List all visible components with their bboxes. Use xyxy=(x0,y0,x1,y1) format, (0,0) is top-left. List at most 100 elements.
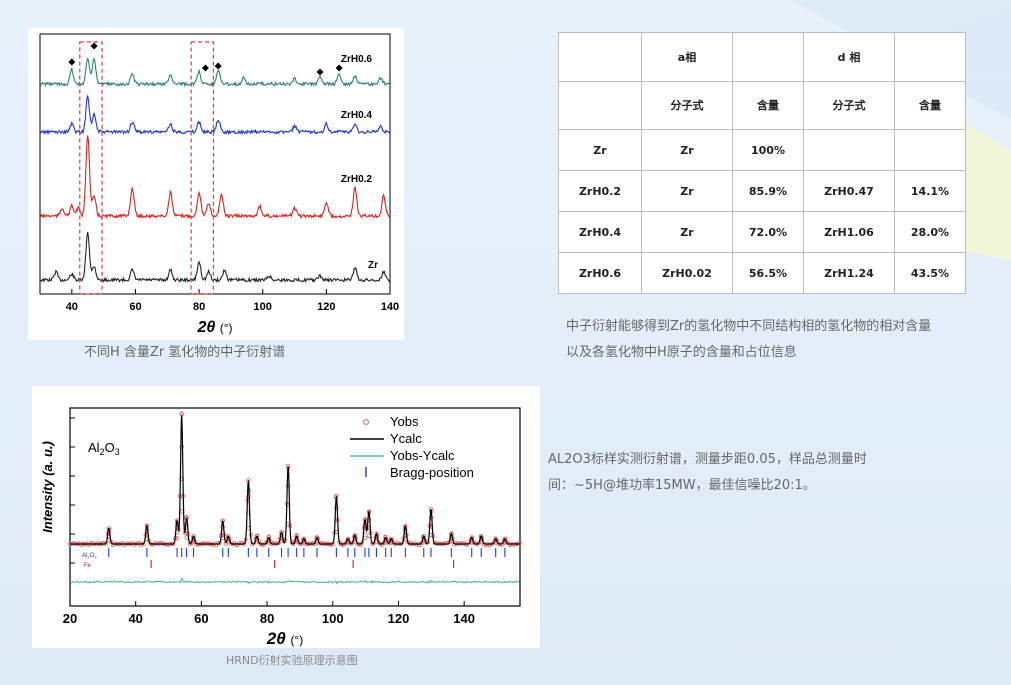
legend-label: Yobs xyxy=(390,414,419,429)
observed-point xyxy=(179,444,184,449)
series-line xyxy=(39,135,391,220)
al2o3-diffraction-chart: 20 40 60 80 100 120 140 2θ (°) Intensity (a. u.)… xyxy=(40,407,522,648)
observed-point xyxy=(518,541,522,546)
observed-point xyxy=(428,515,434,520)
observed-point xyxy=(502,536,508,541)
observed-point xyxy=(220,524,225,529)
legend-label: Yobs-Ycalc xyxy=(390,448,455,463)
x-axis-unit: (°) xyxy=(290,633,303,647)
table-cell: ZrH1.24 xyxy=(802,252,895,294)
observed-point xyxy=(217,541,222,546)
series-label: Zr xyxy=(368,260,378,271)
observed-point xyxy=(383,535,388,540)
x-tick-label: 100 xyxy=(322,611,344,626)
observed-point xyxy=(301,537,307,543)
table-cell: ZrH0.4 xyxy=(558,211,642,254)
table-row: Zr Zr 100% xyxy=(558,129,967,172)
phase-label: Fe xyxy=(84,563,92,569)
observed-point xyxy=(254,533,260,539)
observed-point xyxy=(266,535,271,540)
table-header-cell: 分子式 xyxy=(641,80,733,131)
x-axis-label: 2θ (°) xyxy=(266,629,303,648)
table-cell: ZrH0.6 xyxy=(558,252,642,294)
observed-point xyxy=(285,483,291,488)
table-cell: 72.0% xyxy=(731,211,804,254)
diamond-marker xyxy=(335,64,343,72)
material-label-part: O xyxy=(105,440,115,455)
diamond-marker xyxy=(68,58,76,66)
x-tick-label: 140 xyxy=(381,301,399,313)
x-tick-label: 140 xyxy=(453,611,475,626)
observed-point xyxy=(389,536,394,541)
series-line xyxy=(39,95,391,136)
observed-point xyxy=(345,536,351,541)
subscript: 3 xyxy=(115,447,120,457)
plot-frame xyxy=(69,407,521,607)
x-axis-unit: (°) xyxy=(220,321,233,335)
x-axis-label: 2θ (°) xyxy=(196,319,232,336)
observed-point xyxy=(246,493,251,499)
table-cell: 85.9% xyxy=(731,170,804,213)
observed-point xyxy=(374,531,379,536)
observed-point xyxy=(294,533,299,539)
table-cell: ZrH0.02 xyxy=(641,252,733,294)
table-header-cell xyxy=(558,80,642,131)
observed-point xyxy=(179,509,184,514)
table-header-cell xyxy=(893,32,967,82)
subscript: 3 xyxy=(94,555,97,560)
al2o3-description: AL2O3标样实测衍射谱，测量步距0.05，样品总测量时 间：~5H@堆功率15… xyxy=(548,447,867,499)
observed-point xyxy=(191,533,196,539)
observed-point xyxy=(493,536,498,541)
table-cell: ZrH0.47 xyxy=(802,170,895,213)
x-tick-label: 80 xyxy=(193,301,205,313)
table-cell: 100% xyxy=(731,129,804,172)
highlight-box xyxy=(190,41,215,295)
table-cell: ZrH1.06 xyxy=(802,211,895,254)
diamond-marker xyxy=(316,68,324,76)
x-tick-label: 120 xyxy=(388,611,410,626)
observed-point xyxy=(301,536,307,541)
observed-point xyxy=(184,522,189,527)
table-cell: 56.5% xyxy=(731,252,804,294)
subscript: 2 xyxy=(87,555,90,560)
table-header-cell xyxy=(558,32,642,82)
table-cell: Zr xyxy=(641,211,733,254)
observed-point xyxy=(432,540,437,545)
observed-point xyxy=(421,533,426,539)
table-caption-line: 中子衍射能够得到Zr的氢化物中不同结构相的氢化物的相对含量 xyxy=(566,319,932,334)
calc-line xyxy=(70,415,520,545)
material-label: Al2O3 xyxy=(88,440,120,457)
table-header-cell: 含量 xyxy=(893,80,967,131)
table-header-row: a相 d 相 xyxy=(558,32,967,82)
series-label: ZrH0.4 xyxy=(341,110,373,121)
table-row: ZrH0.2 Zr 85.9% ZrH0.47 14.1% xyxy=(558,170,967,213)
description-line: 间：~5H@堆功率15MW，最佳信噪比20:1。 xyxy=(548,478,816,493)
phase-label-part: O xyxy=(90,553,95,559)
zr-chart-caption: 不同H 含量Zr 氢化物的中子衍射谱 xyxy=(84,345,286,360)
plot-frame xyxy=(39,33,391,295)
series-line xyxy=(39,57,391,88)
phase-label: Al2O3 xyxy=(82,553,97,560)
table-caption: 中子衍射能够得到Zr的氢化物中不同结构相的氢化物的相对含量 以及各氢化物中H原子… xyxy=(566,314,931,366)
table-header-cell: d 相 xyxy=(802,32,895,82)
phase-content-table: a相 d 相 分子式 含量 分子式 含量 Zr Zr 100% ZrH0.2 Z… xyxy=(558,32,967,294)
table-header-cell: a相 xyxy=(641,32,733,82)
observed-point xyxy=(260,542,265,547)
y-axis-label: Intensity (a. u.) xyxy=(40,441,55,533)
x-tick-label: 40 xyxy=(128,611,142,626)
observed-point xyxy=(276,541,281,546)
table-caption-line: 以及各氢化物中H原子的含量和占位信息 xyxy=(566,345,797,360)
table-cell: 14.1% xyxy=(893,170,967,213)
subscript: 2 xyxy=(100,447,105,457)
observed-point xyxy=(469,535,474,540)
observed-point xyxy=(334,505,339,511)
table-subheader-row: 分子式 含量 分子式 含量 xyxy=(558,80,967,131)
table-cell xyxy=(893,129,967,172)
table-cell: 28.0% xyxy=(893,211,967,254)
table-header-cell: 分子式 xyxy=(802,80,895,131)
x-tick-label: 60 xyxy=(129,301,141,313)
x-tick-label: 100 xyxy=(254,301,272,313)
table-cell: Zr xyxy=(558,129,642,172)
legend-obs-marker xyxy=(363,419,369,425)
hrnd-caption: HRND衍射实验原理示意图 xyxy=(226,654,358,667)
